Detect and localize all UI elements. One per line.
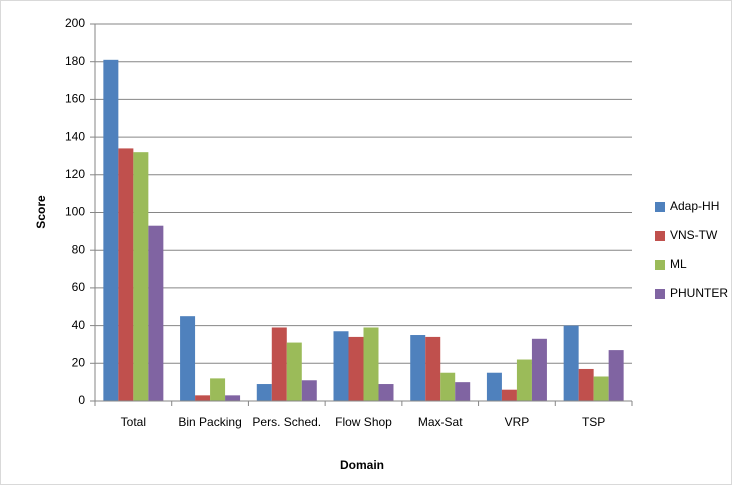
bar	[440, 372, 456, 401]
x-axis-title: Domain	[340, 458, 384, 472]
legend-swatch	[655, 260, 665, 270]
bar	[348, 336, 364, 401]
bar	[516, 359, 532, 401]
bar	[301, 380, 317, 401]
y-tick-label: 40	[72, 318, 86, 332]
bar	[378, 384, 394, 401]
y-tick-label: 0	[78, 393, 85, 407]
bar	[271, 327, 287, 401]
x-tick-label: Pers. Sched.	[252, 415, 321, 429]
bar	[256, 384, 272, 401]
bar	[593, 376, 609, 401]
legend-label: Adap-HH	[670, 199, 719, 213]
bar	[195, 395, 211, 401]
bar	[148, 225, 164, 401]
bar	[286, 342, 302, 401]
bar	[455, 382, 471, 401]
legend-label: VNS-TW	[670, 228, 718, 242]
bar	[486, 372, 502, 401]
x-tick-label: VRP	[505, 415, 530, 429]
bar	[608, 350, 624, 401]
y-tick-label: 160	[65, 92, 85, 106]
y-tick-label: 60	[72, 280, 86, 294]
legend-swatch	[655, 202, 665, 212]
y-tick-label: 80	[72, 242, 86, 256]
legend-swatch	[655, 289, 665, 299]
x-tick-label: Max-Sat	[418, 415, 463, 429]
bar	[210, 378, 226, 401]
y-tick-label: 20	[72, 355, 86, 369]
y-tick-label: 180	[65, 54, 85, 68]
bar	[410, 335, 426, 401]
bar	[563, 325, 579, 401]
y-tick-label: 120	[65, 167, 85, 181]
bar	[118, 148, 134, 401]
bar	[425, 336, 441, 401]
x-tick-label: TSP	[582, 415, 605, 429]
x-tick-label: Total	[121, 415, 146, 429]
bar	[578, 368, 594, 401]
bar	[333, 331, 349, 401]
x-tick-label: Flow Shop	[335, 415, 392, 429]
bar	[501, 389, 517, 401]
y-tick-label: 100	[65, 205, 85, 219]
bar	[531, 338, 547, 401]
legend-label: PHUNTER	[670, 286, 728, 300]
bar	[133, 152, 149, 401]
x-tick-label: Bin Packing	[178, 415, 241, 429]
legend-swatch	[655, 231, 665, 241]
y-tick-label: 140	[65, 129, 85, 143]
bar	[225, 395, 241, 401]
bar	[180, 316, 196, 401]
legend-label: ML	[670, 257, 687, 271]
y-tick-label: 200	[65, 16, 85, 30]
bar	[363, 327, 379, 401]
bar	[103, 59, 119, 401]
y-axis-title: Score	[34, 195, 48, 229]
